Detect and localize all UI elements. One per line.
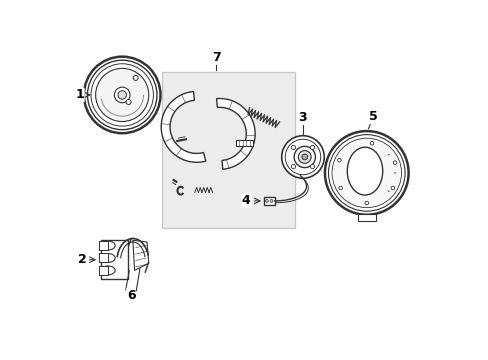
Circle shape [269, 199, 272, 202]
Circle shape [369, 141, 373, 145]
Circle shape [301, 154, 307, 160]
Text: 4: 4 [242, 194, 250, 207]
Text: 6: 6 [126, 289, 135, 302]
Ellipse shape [101, 253, 115, 262]
Polygon shape [216, 99, 255, 169]
Circle shape [392, 161, 396, 165]
Bar [235, 140, 253, 146]
Ellipse shape [101, 241, 115, 250]
Bar [162, 72, 295, 228]
Circle shape [114, 87, 130, 103]
Ellipse shape [346, 147, 382, 195]
Circle shape [331, 138, 401, 208]
Circle shape [265, 199, 268, 202]
Text: 5: 5 [369, 111, 378, 123]
Circle shape [285, 139, 320, 175]
Circle shape [310, 145, 314, 149]
Text: 2: 2 [78, 253, 86, 266]
Bar [264, 197, 274, 205]
Circle shape [118, 91, 126, 99]
Bar [101, 240, 127, 279]
Polygon shape [161, 91, 205, 162]
Circle shape [337, 158, 341, 162]
Bar [99, 266, 108, 275]
Circle shape [310, 165, 314, 168]
Circle shape [325, 131, 408, 215]
Bar [99, 241, 108, 250]
Circle shape [291, 165, 295, 168]
Circle shape [293, 146, 315, 168]
Circle shape [126, 100, 131, 104]
Circle shape [390, 186, 394, 190]
Circle shape [364, 201, 368, 205]
Circle shape [338, 186, 342, 190]
Text: 1: 1 [75, 89, 84, 102]
Text: 7: 7 [211, 51, 220, 64]
Circle shape [291, 145, 295, 149]
Circle shape [96, 68, 148, 122]
Text: 3: 3 [298, 112, 306, 125]
Circle shape [298, 150, 310, 163]
Polygon shape [133, 240, 148, 270]
Polygon shape [357, 214, 375, 221]
Circle shape [281, 136, 324, 178]
Bar [99, 253, 108, 262]
Ellipse shape [101, 266, 115, 275]
Circle shape [133, 76, 138, 80]
